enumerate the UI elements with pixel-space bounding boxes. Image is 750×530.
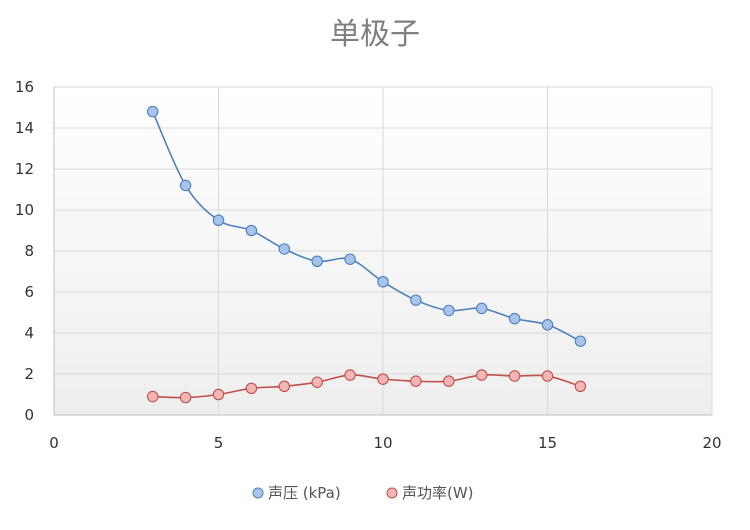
x-tick-label: 20: [702, 434, 721, 452]
x-tick-label: 10: [373, 434, 392, 452]
data-point: [212, 388, 225, 401]
data-point: [146, 105, 159, 118]
data-point: [541, 370, 554, 382]
y-tick-label: 16: [15, 78, 34, 96]
y-tick-label: 14: [15, 119, 34, 137]
legend-label-1: 声压 (kPa): [268, 484, 341, 502]
data-point: [443, 304, 455, 317]
y-tick-label: 4: [24, 324, 34, 342]
y-tick-label: 10: [15, 201, 34, 219]
data-point: [574, 335, 587, 347]
data-point: [212, 214, 225, 227]
data-point: [146, 390, 159, 403]
data-point: [278, 380, 291, 393]
data-point: [179, 179, 192, 192]
data-point: [344, 369, 356, 381]
data-point: [443, 375, 455, 387]
legend-label-2: 声功率(W): [402, 484, 474, 502]
data-point: [541, 319, 554, 331]
chart-title: 单极子: [330, 17, 420, 52]
legend-marker-1: [252, 487, 264, 499]
data-point: [410, 294, 422, 306]
data-point: [344, 253, 356, 265]
x-tick-label: 5: [214, 434, 224, 452]
data-point: [508, 370, 521, 382]
y-tick-label: 12: [15, 160, 34, 178]
data-point: [278, 243, 291, 255]
data-point: [377, 275, 389, 288]
data-point: [245, 224, 258, 237]
y-tick-label: 8: [24, 242, 34, 260]
y-tick-label: 2: [24, 365, 34, 383]
data-point: [475, 369, 488, 381]
data-point: [311, 376, 323, 388]
data-point: [574, 380, 587, 393]
data-point: [179, 391, 192, 404]
y-tick-label: 6: [24, 283, 34, 301]
plot-area: 0 2 4 6 8 10 12 14 16 0 5 10 15 20: [15, 78, 722, 452]
legend: 声压 (kPa) 声功率(W): [252, 484, 474, 502]
data-point: [311, 255, 323, 267]
data-point: [245, 382, 258, 395]
x-tick-label: 15: [538, 434, 557, 452]
legend-marker-2: [386, 487, 398, 499]
data-point: [508, 312, 521, 325]
data-point: [475, 302, 488, 315]
data-point: [377, 373, 389, 385]
x-tick-label: 0: [49, 434, 59, 452]
y-tick-label: 0: [24, 406, 34, 424]
data-point: [410, 375, 422, 387]
